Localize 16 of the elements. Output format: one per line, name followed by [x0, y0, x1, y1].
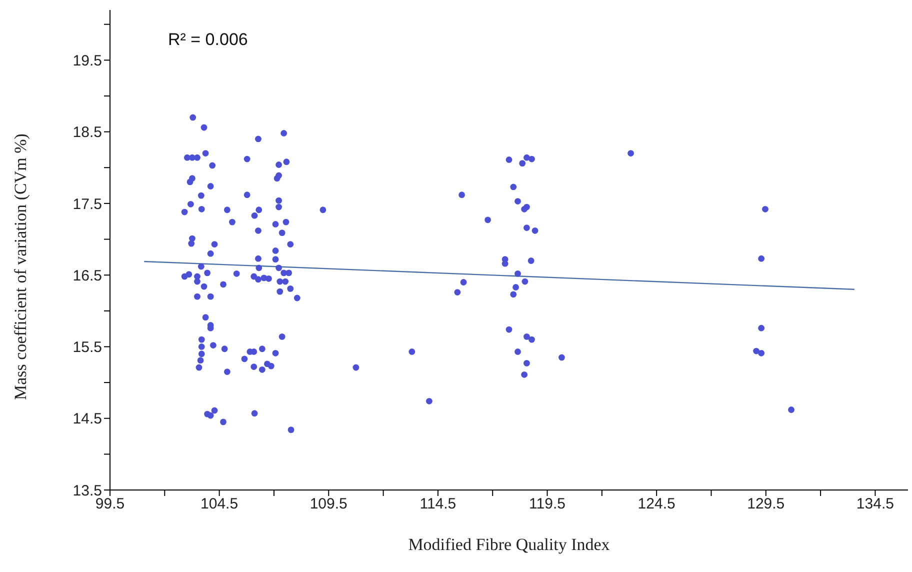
x-tick-label: 119.5: [529, 496, 566, 513]
y-tick-label: 16.5: [72, 267, 102, 284]
x-tick-label: 134.5: [856, 496, 894, 513]
annotation: R² = 0.006: [168, 30, 248, 50]
y-axis-title: Mass coefficient of variation (CVm %): [11, 134, 30, 400]
y-tick-label: 14.5: [72, 410, 102, 428]
x-tick-label: 129.5: [747, 496, 785, 513]
x-tick-label: 109.5: [310, 496, 348, 513]
y-tick-label: 19.5: [72, 52, 102, 70]
x-tick-label: 114.5: [420, 496, 456, 513]
x-tick-label: 104.5: [200, 496, 238, 513]
x-axis-title: Modified Fibre Quality Index: [408, 535, 610, 554]
x-tick-label: 124.5: [638, 496, 676, 513]
y-tick-label: 15.5: [72, 339, 102, 356]
y-tick-label: 17.5: [72, 196, 102, 213]
y-tick-label: 18.5: [72, 124, 102, 142]
